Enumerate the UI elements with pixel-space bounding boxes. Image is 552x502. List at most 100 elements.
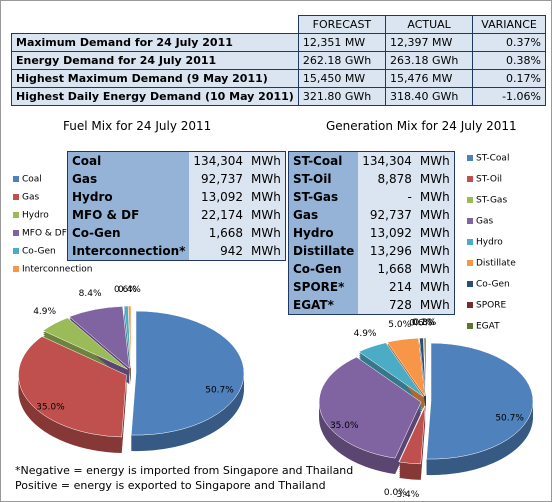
- pie-slice: [318, 356, 422, 459]
- value-cell: 262.18 GWh: [297, 51, 387, 70]
- header-cell: ACTUAL: [384, 15, 474, 34]
- legend-label: Gas: [22, 193, 39, 203]
- value-cell: 8,878: [377, 172, 412, 186]
- name-cell: Co-Gen: [288, 260, 359, 278]
- legend-label: SPORE: [476, 301, 506, 311]
- data-label: 35.0%: [330, 421, 359, 431]
- label-cell: Highest Daily Energy Demand (10 May 2011…: [11, 87, 299, 106]
- unit-cell: MWh: [419, 154, 450, 168]
- unit-cell: MWh: [419, 226, 450, 240]
- value-cell: 13,092: [369, 226, 412, 240]
- legend-swatch: [467, 302, 473, 308]
- pie-slice: [423, 337, 427, 397]
- table-row: Distillate 13,296 MWh: [288, 242, 455, 260]
- name-cell: Gas: [67, 170, 190, 188]
- unit-cell: MWh: [251, 154, 281, 168]
- blank-cell: [12, 16, 299, 34]
- table-row: SPORE* 214 MWh: [288, 278, 455, 296]
- pie-slice: [358, 342, 424, 397]
- value-cell: 22,174: [201, 208, 244, 222]
- summary-row: Highest Maximum Demand (9 May 2011) 15,45…: [11, 69, 546, 88]
- value-cell: 12,351 MW: [297, 33, 387, 52]
- pie-slice-side: [123, 314, 131, 377]
- value-cell: 134,304: [193, 154, 244, 168]
- footnote: *Negative = energy is imported from Sing…: [15, 464, 354, 477]
- value-cell: -1.06%: [472, 87, 546, 106]
- legend-label: ST-Oil: [476, 175, 502, 185]
- pie-slice: [68, 306, 130, 369]
- legend-swatch: [13, 266, 19, 272]
- value-cell: 318.40 GWh: [384, 87, 474, 106]
- legend-swatch: [13, 230, 19, 236]
- legend-label: MFO & DF: [22, 229, 67, 239]
- pie-slice: [426, 342, 534, 460]
- unit-cell: MWh: [419, 298, 450, 312]
- legend-label: Interconnection: [22, 265, 93, 275]
- value-cell: 92,737: [369, 208, 412, 222]
- name-cell: Distillate: [288, 242, 359, 260]
- pie-slice: [398, 405, 426, 465]
- pie-slice: [130, 310, 245, 436]
- legend-label: Gas: [476, 217, 493, 227]
- table-row: Co-Gen 1,668 MWh: [288, 260, 455, 278]
- value-cell: 942: [220, 244, 244, 258]
- table-row: MFO & DF 22,174 MWh: [67, 206, 286, 224]
- legend-swatch: [13, 212, 19, 218]
- name-cell: Hydro: [67, 188, 190, 206]
- summary-table: FORECAST ACTUAL VARIANCE Maximum Demand for…: [11, 15, 546, 106]
- value-cell: 92,737: [201, 172, 244, 186]
- table-row: Gas 92,737 MWh: [67, 170, 286, 188]
- legend-swatch: [467, 323, 473, 329]
- data-label: 0.6%: [114, 285, 137, 295]
- legend-label: ST-Coal: [476, 154, 509, 164]
- data-label: 4.9%: [33, 307, 56, 317]
- summary-row: Highest Daily Energy Demand (10 May 2011…: [11, 87, 546, 106]
- table-row: Hydro 13,092 MWh: [288, 224, 455, 242]
- unit-cell: MWh: [419, 262, 450, 276]
- legend-label: Co-Gen: [22, 247, 56, 257]
- pie-slice: [398, 405, 425, 463]
- legend-label: EGAT: [476, 322, 500, 332]
- table-row: Coal 134,304 MWh: [67, 151, 286, 170]
- value-cell: 15,476 MW: [384, 69, 474, 88]
- value-cell: -: [407, 190, 412, 204]
- unit-cell: MWh: [251, 190, 281, 204]
- legend-swatch: [467, 155, 473, 161]
- label-cell: Highest Maximum Demand (9 May 2011): [11, 69, 299, 88]
- value-cell: 321.80 GWh: [297, 87, 387, 106]
- value-cell: 13,296: [369, 244, 412, 258]
- legend-label: Hydro: [22, 211, 49, 221]
- name-cell: Hydro: [288, 224, 359, 242]
- generation-table: ST-Coal 134,304 MWh ST-Oil 8,878 MWh ST-Gas - MW…: [288, 151, 455, 315]
- pie-slice-side: [123, 310, 131, 373]
- table-row: Co-Gen 1,668 MWh: [67, 224, 286, 242]
- unit-cell: MWh: [419, 172, 450, 186]
- data-label: 0.1%: [412, 318, 435, 328]
- header-cell: FORECAST: [297, 15, 387, 34]
- table-row: Gas 92,737 MWh: [288, 206, 455, 224]
- name-cell: ST-Coal: [288, 151, 359, 170]
- unit-cell: MWh: [419, 208, 450, 222]
- name-cell: Coal: [67, 151, 190, 170]
- data-label: 4.9%: [354, 329, 377, 339]
- value-cell: 15,450 MW: [297, 69, 387, 88]
- value-cell: 134,304: [362, 154, 412, 168]
- unit-cell: MWh: [251, 172, 281, 186]
- name-cell: Interconnection*: [67, 242, 190, 261]
- name-cell: SPORE*: [288, 278, 359, 296]
- summary-row: Maximum Demand for 24 July 2011 12,351 MW…: [11, 33, 546, 52]
- header-cell: VARIANCE: [472, 15, 546, 34]
- data-label: 5.0%: [388, 320, 411, 330]
- legend-swatch: [13, 248, 19, 254]
- value-cell: 0.38%: [472, 51, 546, 70]
- legend-swatch: [467, 281, 473, 287]
- unit-cell: MWh: [251, 208, 281, 222]
- value-cell: 0.37%: [472, 33, 546, 52]
- legend-label: Coal: [22, 175, 42, 185]
- unit-cell: MWh: [419, 244, 450, 258]
- pie-slice-side: [123, 316, 131, 379]
- data-label: 0.6%: [409, 318, 432, 328]
- fuel-table: Coal 134,304 MWh Gas 92,737 MWh Hydro 13,092 MWh…: [67, 151, 286, 261]
